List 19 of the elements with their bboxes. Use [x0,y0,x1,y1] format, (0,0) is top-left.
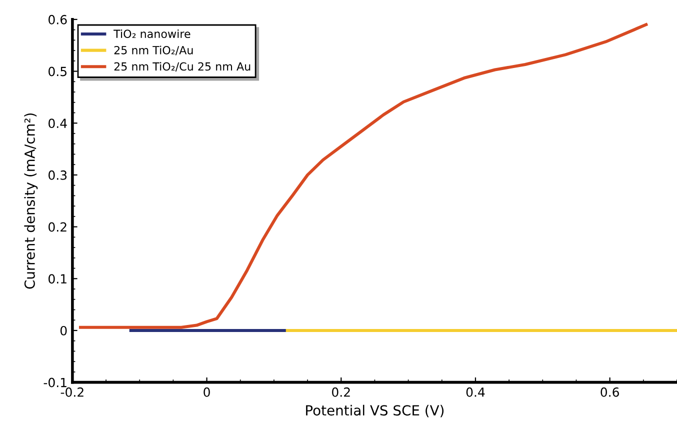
y-tick-label: 0.2 [48,222,66,232]
legend-label: 25 nm TiO₂/Au [114,46,193,56]
x-tick-label: 0.6 [600,387,619,397]
y-tick-label: -0.1 [44,378,66,388]
line-series [78,23,648,329]
y-tick-label: 0 [60,326,67,336]
x-tick-label: 0.4 [466,387,485,397]
legend-label: 25 nm TiO₂/Cu 25 nm Au [114,62,250,72]
y-tick-label: 0.6 [48,14,67,24]
y-tick-label: 0.3 [48,170,67,180]
x-tick-label: 0.2 [332,387,350,397]
x-tick-label: 0 [204,387,210,397]
y-axis-title: Current density (mA/cm²) [24,113,38,289]
legend-label: TiO₂ nanowire [114,29,190,38]
y-tick-label: 0.1 [48,274,66,284]
x-axis-title: Potential VS SCE (V) [306,404,444,418]
x-tick-label: -0.2 [60,387,84,397]
y-tick-label: 0.4 [48,118,67,128]
y-tick-label: 0.5 [48,66,66,76]
